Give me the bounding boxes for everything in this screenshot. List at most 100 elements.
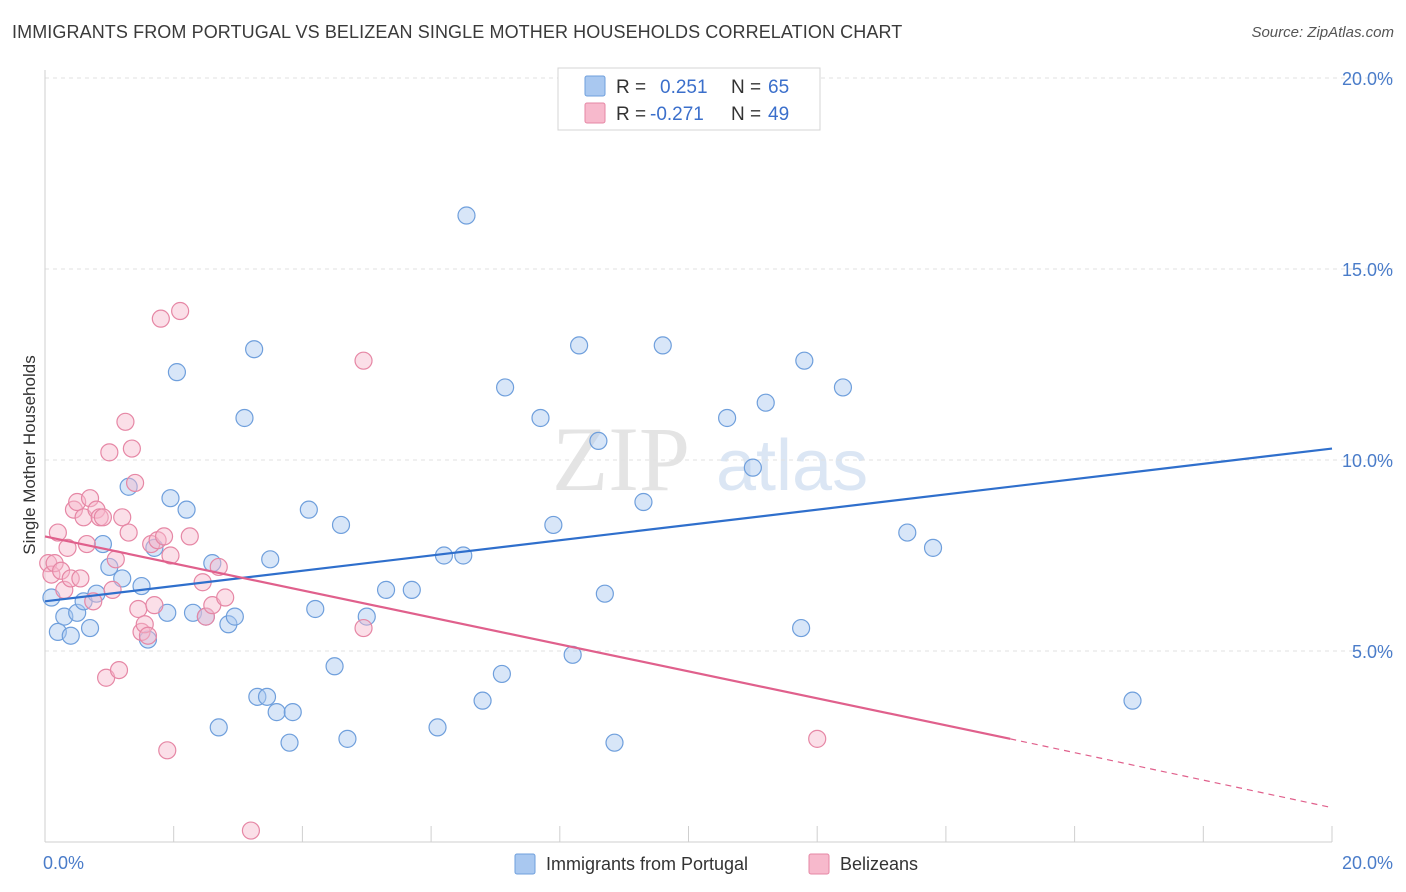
data-point	[45, 554, 64, 573]
data-point	[71, 569, 90, 588]
data-point	[138, 626, 158, 645]
data-point	[595, 584, 614, 603]
data-point	[923, 538, 943, 557]
legend-n-value-portugal: 65	[768, 77, 789, 98]
data-point	[100, 557, 119, 577]
data-point	[125, 473, 145, 493]
data-point	[61, 626, 80, 645]
data-point	[100, 443, 119, 462]
data-point	[113, 508, 132, 527]
source-label: Source: ZipAtlas.com	[1251, 24, 1394, 41]
data-point	[129, 599, 148, 619]
data-point	[68, 603, 87, 622]
data-point	[167, 363, 187, 382]
bottom-legend-label-portugal: Immigrants from Portugal	[546, 854, 748, 874]
data-point	[180, 527, 199, 546]
data-point	[756, 393, 775, 412]
data-point	[792, 618, 811, 638]
legend: R = 0.251 N = 65 R = -0.271 N = 49	[557, 67, 821, 131]
data-point	[116, 412, 135, 431]
legend-r-label-belizeans: R =	[616, 104, 646, 125]
data-point	[833, 378, 853, 397]
data-point	[589, 431, 608, 450]
data-point	[299, 500, 318, 519]
data-point	[257, 687, 277, 706]
data-point	[354, 351, 373, 370]
legend-n-label-belizeans: N =	[731, 104, 761, 125]
x-tick-label-max: 20.0%	[1342, 853, 1393, 873]
data-point	[93, 508, 113, 527]
data-point	[248, 687, 267, 706]
data-point	[151, 309, 170, 328]
data-point	[743, 458, 762, 477]
data-point	[428, 718, 447, 737]
data-point	[898, 523, 917, 542]
data-point	[171, 301, 190, 321]
data-point	[138, 630, 158, 649]
data-point	[158, 741, 177, 760]
data-point	[145, 596, 164, 615]
trend-lines	[44, 447, 1333, 809]
data-point	[808, 729, 827, 748]
data-point	[331, 515, 351, 535]
y-tick-label: 10.0%	[1342, 451, 1393, 471]
trend-line-extension	[1010, 738, 1333, 809]
data-point	[283, 703, 302, 722]
data-point	[496, 378, 515, 397]
watermark-atlas: atlas	[716, 426, 868, 506]
data-point	[135, 615, 154, 634]
bottom-legend-swatch-belizeans	[808, 853, 830, 875]
data-point	[570, 336, 589, 355]
data-point	[376, 580, 396, 599]
data-point	[653, 336, 672, 355]
data-point	[634, 492, 653, 512]
legend-n-label-portugal: N =	[731, 77, 761, 98]
data-point	[51, 561, 71, 580]
data-point	[544, 515, 563, 535]
trend-line	[44, 535, 1011, 740]
data-point	[161, 546, 180, 565]
data-point	[103, 580, 122, 599]
data-point	[80, 489, 100, 508]
legend-r-value-belizeans: -0.271	[650, 104, 704, 125]
chart-title: IMMIGRANTS FROM PORTUGAL VS BELIZEAN SIN…	[12, 22, 903, 42]
data-point	[80, 618, 100, 638]
trend-line	[44, 447, 1333, 603]
y-tick-label: 15.0%	[1342, 260, 1393, 280]
gridlines	[45, 77, 1394, 652]
data-point	[241, 821, 261, 840]
data-point	[718, 408, 737, 428]
data-point	[177, 500, 196, 519]
data-point	[119, 523, 138, 542]
data-point	[531, 408, 550, 428]
data-point	[338, 729, 357, 748]
data-point	[235, 408, 254, 428]
data-point	[122, 439, 141, 458]
data-point	[225, 607, 244, 626]
data-point	[154, 527, 174, 546]
legend-swatch-belizeans	[584, 102, 606, 124]
data-point	[245, 340, 264, 359]
data-point	[209, 718, 228, 737]
data-point	[454, 546, 473, 565]
data-point	[48, 523, 67, 542]
legend-n-value-belizeans: 49	[768, 104, 789, 125]
data-point	[261, 550, 280, 569]
data-point	[196, 607, 215, 626]
legend-r-value-portugal: 0.251	[660, 77, 708, 98]
series-belizeans	[39, 301, 827, 840]
data-point	[267, 703, 286, 722]
data-point	[42, 565, 61, 584]
bottom-legend-swatch-portugal	[514, 853, 536, 875]
y-tick-label: 5.0%	[1352, 642, 1393, 662]
x-tick-label-min: 0.0%	[43, 853, 84, 873]
data-point	[306, 599, 325, 619]
y-tick-labels: 5.0% 10.0% 15.0% 20.0%	[1342, 69, 1393, 662]
data-point	[457, 206, 476, 225]
data-point	[58, 538, 77, 557]
data-point	[325, 657, 344, 676]
data-point	[161, 489, 180, 508]
data-point	[795, 351, 814, 370]
bottom-legend-label-belizeans: Belizeans	[840, 854, 918, 874]
